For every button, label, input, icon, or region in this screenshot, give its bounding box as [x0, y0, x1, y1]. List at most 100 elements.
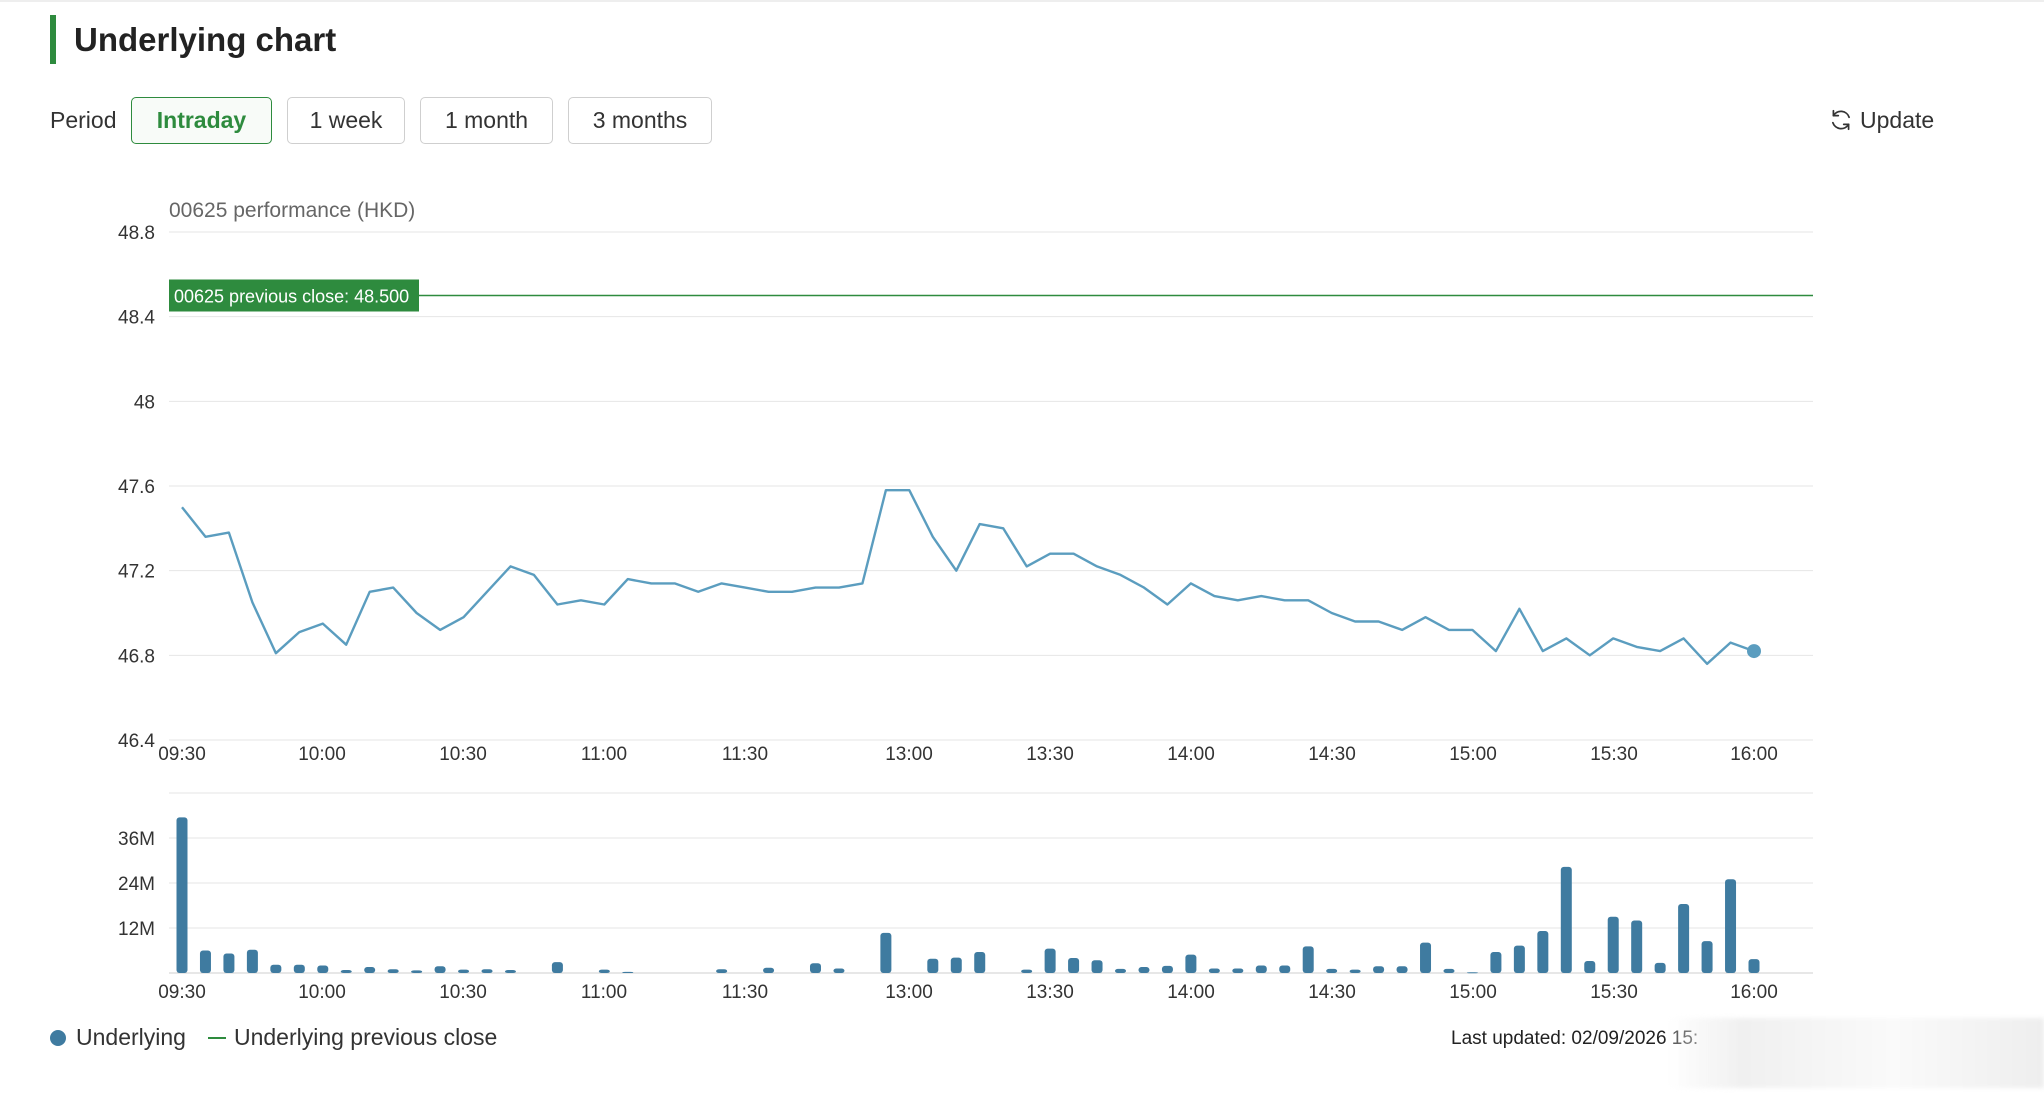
volume-bar	[481, 969, 493, 973]
price-y-tick-label: 48	[134, 392, 155, 413]
volume-bar	[387, 969, 399, 973]
volume-bar	[551, 962, 563, 973]
volume-bar	[1044, 948, 1056, 973]
volume-bar	[1584, 961, 1596, 973]
top-divider	[0, 0, 2044, 2]
volume-x-tick-label: 11:00	[581, 982, 627, 1003]
price-x-tick-label: 14:30	[1308, 744, 1356, 765]
volume-x-tick-label: 10:00	[298, 982, 346, 1003]
volume-bar	[1138, 967, 1150, 973]
update-button[interactable]: Update	[1828, 102, 1934, 138]
volume-bar	[1208, 968, 1220, 973]
volume-y-tick-label: 24M	[118, 874, 155, 895]
volume-bar	[1185, 954, 1197, 973]
price-x-tick-label: 13:00	[885, 744, 933, 765]
price-x-tick-label: 16:00	[1730, 744, 1778, 765]
legend-underlying-label[interactable]: Underlying	[76, 1024, 186, 1050]
price-y-tick-label: 46.4	[118, 731, 155, 752]
price-x-tick-label: 14:00	[1167, 744, 1215, 765]
volume-bar	[434, 966, 446, 973]
volume-x-tick-label: 09:30	[158, 982, 206, 1003]
volume-bar	[763, 967, 775, 973]
volume-bar	[458, 969, 470, 973]
volume-bar	[504, 970, 516, 973]
volume-bar	[1443, 968, 1455, 973]
volume-bar	[246, 949, 258, 973]
period-1-week-button[interactable]: 1 week	[287, 97, 405, 144]
volume-x-tick-label: 15:30	[1590, 982, 1638, 1003]
volume-bar	[1302, 946, 1314, 973]
volume-x-tick-label: 13:30	[1026, 982, 1074, 1003]
price-x-tick-label: 11:30	[722, 744, 768, 765]
volume-bar	[950, 957, 962, 973]
volume-y-tick-label: 36M	[118, 829, 155, 850]
volume-bar	[1161, 965, 1173, 973]
volume-bar	[340, 970, 352, 973]
last-updated-text: Last updated: 02/09/2026 15:	[1451, 1028, 1699, 1049]
volume-x-tick-label: 15:00	[1449, 982, 1497, 1003]
volume-bar	[1021, 969, 1033, 973]
volume-bar	[598, 969, 610, 973]
period-1-month-button[interactable]: 1 month	[420, 97, 553, 144]
title-accent-bar	[50, 15, 56, 64]
volume-bar	[1560, 866, 1572, 973]
price-x-tick-label: 15:00	[1449, 744, 1497, 765]
volume-bar	[1631, 920, 1643, 973]
legend-previous-close-marker	[207, 1036, 226, 1039]
volume-bar	[1279, 965, 1291, 973]
volume-bar	[1326, 968, 1338, 973]
volume-bar	[1420, 942, 1432, 973]
legend-underlying-marker	[50, 1029, 66, 1046]
volume-x-tick-label: 14:00	[1167, 982, 1215, 1003]
volume-bar	[1537, 931, 1549, 973]
volume-bar	[1678, 904, 1690, 973]
volume-bar	[622, 971, 634, 973]
volume-bar	[176, 817, 188, 973]
price-x-tick-label: 15:30	[1590, 744, 1638, 765]
volume-bar	[1115, 968, 1127, 973]
price-series-line	[181, 489, 1755, 665]
volume-bar	[364, 967, 376, 973]
volume-bar	[1232, 968, 1244, 973]
chart-title: 00625 performance (HKD)	[169, 199, 415, 222]
volume-x-tick-label: 11:30	[722, 982, 768, 1003]
volume-bar	[1255, 965, 1267, 973]
price-y-tick-label: 46.8	[118, 646, 155, 667]
volume-bar	[293, 964, 305, 973]
previous-close-label-bg	[169, 279, 419, 312]
volume-bar	[1396, 966, 1408, 973]
price-y-tick-label: 48.4	[118, 308, 155, 329]
volume-bar	[411, 970, 423, 973]
volume-bar	[1091, 960, 1103, 973]
volume-bar	[1373, 966, 1385, 973]
volume-bar	[833, 968, 845, 973]
volume-bar	[1349, 969, 1361, 973]
price-x-tick-label: 09:30	[158, 744, 206, 765]
page-title: Underlying chart	[74, 21, 337, 58]
price-x-tick-label: 13:30	[1026, 744, 1074, 765]
period-intraday-button[interactable]: Intraday	[131, 97, 272, 144]
refresh-icon	[1832, 109, 1850, 131]
volume-bar	[974, 952, 986, 973]
period-label: Period	[50, 107, 117, 133]
volume-bar	[199, 950, 211, 973]
price-y-tick-label: 47.2	[118, 562, 155, 583]
volume-bar	[1466, 972, 1478, 974]
volume-x-tick-label: 13:00	[885, 982, 933, 1003]
volume-bar	[317, 965, 329, 973]
volume-x-tick-label: 16:00	[1730, 982, 1778, 1003]
volume-bar	[880, 932, 892, 973]
previous-close-label: 00625 previous close: 48.500	[174, 287, 409, 307]
volume-bar	[1490, 952, 1502, 973]
volume-bar	[927, 958, 939, 973]
legend-previous-close-label[interactable]: Underlying previous close	[233, 1024, 498, 1050]
blurred-region	[1668, 1018, 2044, 1088]
volume-bar	[1654, 962, 1666, 973]
volume-bar	[223, 953, 235, 973]
volume-x-tick-label: 14:30	[1308, 982, 1356, 1003]
period-3-months-button[interactable]: 3 months	[568, 97, 712, 144]
volume-bar	[1513, 945, 1525, 973]
volume-bar	[1748, 959, 1760, 973]
volume-bar	[1607, 916, 1619, 973]
